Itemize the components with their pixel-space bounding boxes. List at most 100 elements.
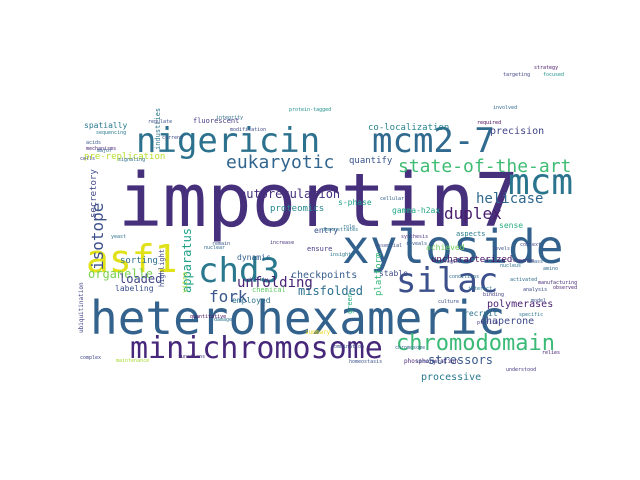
cloud-word: specific bbox=[519, 312, 543, 318]
cloud-word: major bbox=[97, 148, 112, 154]
cloud-word: sense bbox=[499, 221, 523, 230]
cloud-word: quantitative bbox=[190, 314, 226, 320]
cloud-word: unfolding bbox=[237, 275, 313, 291]
cloud-word: importin7 bbox=[118, 158, 519, 244]
cloud-word: remain bbox=[212, 241, 230, 247]
cloud-word: labeling bbox=[115, 284, 154, 293]
cloud-word: spatially bbox=[84, 121, 128, 130]
cloud-word: levels bbox=[492, 246, 510, 252]
cloud-word: understood bbox=[506, 367, 536, 373]
cloud-word: homeostasis bbox=[349, 359, 382, 365]
cloud-word: cells bbox=[80, 156, 95, 162]
cloud-word: employed bbox=[232, 296, 271, 305]
cloud-word: autoregulation bbox=[239, 187, 340, 201]
cloud-word: chemical bbox=[252, 286, 286, 294]
cloud-word: fluorescent bbox=[193, 117, 239, 125]
cloud-word: mechanisms bbox=[86, 146, 116, 152]
cloud-word: activated bbox=[510, 277, 537, 283]
cloud-word: ubiquitination bbox=[78, 282, 85, 333]
cloud-word: nucleus bbox=[500, 263, 521, 269]
cloud-word: region bbox=[444, 259, 462, 265]
cloud-word: demonstrates bbox=[322, 227, 358, 233]
cloud-word: damage bbox=[214, 317, 232, 323]
cloud-word: chd3 bbox=[198, 251, 280, 291]
cloud-word: involved bbox=[493, 105, 517, 111]
cloud-word: stable bbox=[379, 269, 408, 278]
cloud-word: sequencing bbox=[96, 130, 126, 136]
cloud-word: state-of-the-art bbox=[398, 156, 571, 177]
cloud-word: observed bbox=[553, 285, 577, 291]
cloud-word: model bbox=[531, 298, 546, 304]
cloud-word: structural bbox=[416, 359, 446, 365]
cloud-word: processive bbox=[421, 372, 481, 383]
cloud-word: functions bbox=[178, 354, 205, 360]
cloud-word: combination bbox=[331, 344, 364, 350]
cloud-word: modification bbox=[230, 127, 266, 133]
cloud-word: minichromosome bbox=[130, 331, 383, 366]
cloud-word: highlight bbox=[158, 249, 166, 287]
cloud-word: chromodomain bbox=[396, 331, 555, 356]
cloud-word: apparatus bbox=[180, 228, 194, 293]
cloud-word: conditions bbox=[449, 274, 479, 280]
cloud-word: summary bbox=[305, 329, 331, 336]
cloud-word: strategy bbox=[534, 65, 558, 71]
cloud-word: insights bbox=[330, 252, 354, 258]
cloud-word: isotope bbox=[88, 203, 107, 270]
cloud-word: reveals bbox=[406, 241, 427, 247]
cloud-word: amino bbox=[543, 266, 558, 272]
cloud-word: duplex bbox=[444, 204, 502, 223]
cloud-word: signaling bbox=[118, 157, 145, 163]
cloud-word: loaded bbox=[119, 272, 162, 286]
cloud-word: proteomics bbox=[270, 204, 324, 214]
cloud-word: precision bbox=[490, 126, 544, 137]
cloud-word: xyloside bbox=[342, 220, 564, 274]
cloud-word: binding bbox=[483, 292, 504, 298]
cloud-word: acids bbox=[86, 140, 101, 146]
cloud-word: secretory bbox=[89, 169, 99, 218]
cloud-word: role bbox=[343, 224, 355, 230]
cloud-word: fork bbox=[209, 287, 248, 306]
cloud-word: response bbox=[510, 258, 534, 264]
cloud-word: yeast bbox=[111, 234, 126, 240]
cloud-word: quantify bbox=[349, 156, 393, 166]
cloud-word: mcm2-7 bbox=[372, 121, 495, 161]
cloud-word: silac bbox=[396, 261, 498, 301]
cloud-word: mass bbox=[531, 259, 543, 265]
cloud-word: mcm bbox=[508, 162, 573, 203]
cloud-word: platform bbox=[374, 253, 384, 296]
cloud-word: synthesis bbox=[401, 234, 428, 240]
cloud-word: targeting bbox=[503, 72, 530, 78]
cloud-word: misfolded bbox=[298, 284, 363, 298]
cloud-word: culture bbox=[438, 299, 459, 305]
cloud-word: cellular bbox=[380, 196, 404, 202]
cloud-word: s-phase bbox=[338, 198, 372, 207]
cloud-word: polymerases bbox=[487, 299, 553, 310]
cloud-word: heterohexameric bbox=[90, 291, 505, 345]
cloud-word: manufacturing bbox=[538, 280, 577, 286]
cloud-word: increase bbox=[270, 240, 294, 246]
cloud-word: achieved bbox=[426, 243, 465, 252]
cloud-word: integrity bbox=[216, 115, 243, 121]
cloud-word: uncharacterized bbox=[431, 255, 512, 265]
cloud-word: entry bbox=[314, 226, 338, 235]
cloud-word: organelle bbox=[88, 267, 153, 281]
cloud-word: helicase bbox=[476, 191, 543, 207]
cloud-word: analysis bbox=[523, 287, 547, 293]
cloud-word: aspects bbox=[456, 230, 486, 238]
cloud-word: ability bbox=[247, 277, 268, 283]
cloud-word: context bbox=[520, 242, 541, 248]
cloud-word: industries bbox=[154, 108, 162, 150]
cloud-word: ensure bbox=[307, 245, 332, 253]
cloud-word: nuclear bbox=[204, 245, 225, 251]
cloud-word: phosphorylation bbox=[404, 358, 459, 365]
cloud-word: required bbox=[477, 120, 501, 126]
cloud-word: complex bbox=[80, 355, 101, 361]
cloud-word: current bbox=[162, 135, 183, 141]
cloud-word: nigericin bbox=[136, 121, 320, 161]
cloud-word: profile bbox=[477, 320, 498, 326]
cloud-word: maintenance bbox=[116, 358, 149, 364]
cloud-word: eukaryotic bbox=[226, 152, 334, 173]
cloud-word: pre-replication bbox=[84, 152, 165, 162]
cloud-word: checkpoints bbox=[291, 270, 357, 281]
